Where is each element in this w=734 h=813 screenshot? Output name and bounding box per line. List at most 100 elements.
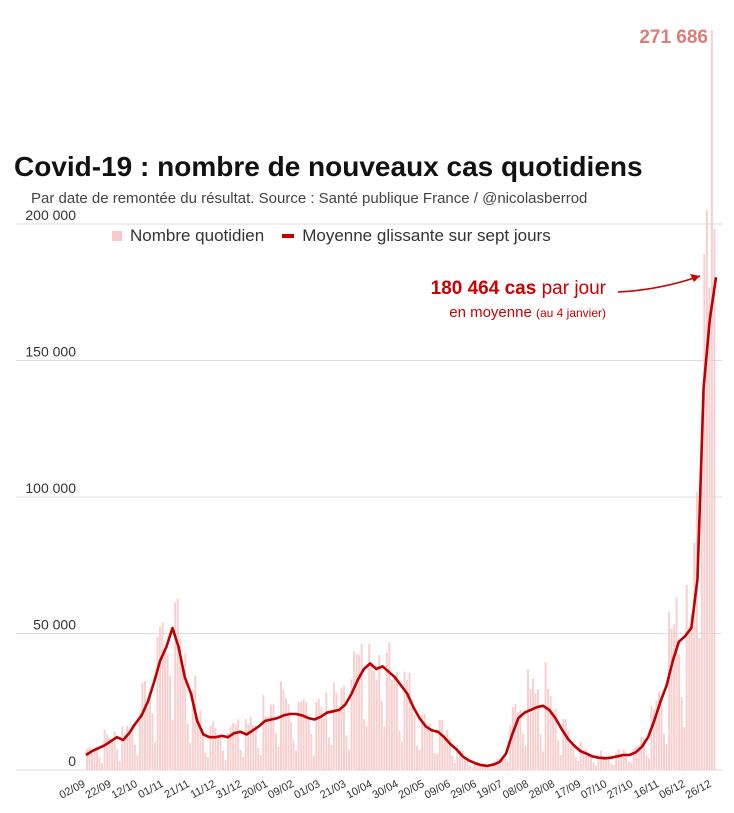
- daily-bar: [690, 613, 693, 770]
- daily-bar: [123, 734, 126, 770]
- daily-bar: [126, 725, 129, 770]
- daily-bar: [269, 704, 272, 770]
- daily-bar: [161, 622, 164, 770]
- daily-bar: [312, 755, 315, 770]
- daily-bar: [398, 730, 401, 770]
- daily-bar: [436, 754, 439, 770]
- daily-bar: [290, 722, 293, 770]
- daily-bar: [441, 720, 444, 770]
- daily-bar: [327, 737, 330, 770]
- daily-bar: [332, 683, 335, 770]
- daily-bar: [602, 755, 605, 770]
- daily-bar: [234, 724, 237, 770]
- chart-subtitle: Par date de remontée du résultat. Source…: [31, 190, 588, 207]
- daily-bar: [297, 702, 300, 770]
- daily-bar: [244, 719, 247, 770]
- daily-bar: [547, 688, 550, 770]
- daily-bar: [171, 719, 174, 770]
- daily-bar: [227, 733, 230, 770]
- x-tick-label: 09/02: [266, 778, 296, 802]
- daily-bar: [300, 701, 303, 770]
- daily-bar: [355, 654, 358, 770]
- daily-bar: [370, 662, 373, 770]
- daily-bar: [653, 709, 655, 770]
- daily-bar: [252, 725, 255, 770]
- daily-bar: [544, 662, 547, 770]
- daily-bar: [665, 743, 668, 770]
- daily-bar: [403, 671, 406, 770]
- daily-bar: [590, 756, 592, 770]
- daily-bar: [673, 624, 676, 770]
- x-tick-label: 28/08: [527, 778, 557, 802]
- daily-bar: [179, 638, 182, 770]
- daily-bar: [645, 755, 648, 770]
- daily-bar: [474, 762, 476, 770]
- daily-bar: [320, 707, 323, 770]
- daily-bar: [605, 759, 608, 770]
- x-tick-label: 08/08: [501, 778, 531, 802]
- daily-bar: [678, 653, 681, 770]
- x-tick-label: 30/04: [370, 778, 400, 802]
- daily-bar: [212, 721, 214, 770]
- daily-bar: [554, 708, 557, 770]
- daily-bar: [365, 725, 368, 770]
- daily-bar: [151, 713, 154, 770]
- daily-bar: [584, 748, 587, 770]
- daily-bar: [537, 689, 539, 770]
- daily-bar: [655, 700, 658, 770]
- daily-bar: [479, 764, 482, 770]
- daily-bar: [395, 671, 398, 770]
- chart-title: Covid-19 : nombre de nouveaux cas quotid…: [14, 151, 643, 182]
- daily-bar: [617, 749, 620, 770]
- daily-bar: [610, 763, 613, 770]
- daily-bar: [401, 741, 403, 770]
- daily-bar: [514, 704, 517, 770]
- daily-bar: [438, 719, 441, 770]
- daily-bar: [131, 724, 134, 770]
- daily-bar: [685, 584, 688, 770]
- daily-bar: [222, 750, 224, 770]
- daily-bar: [506, 760, 509, 770]
- daily-bar: [703, 253, 706, 770]
- daily-bar: [280, 681, 282, 770]
- daily-bar: [272, 704, 275, 770]
- x-tick-label: 12/10: [110, 778, 140, 802]
- daily-bar: [191, 689, 194, 770]
- daily-bar: [118, 760, 121, 770]
- daily-bar: [499, 757, 502, 770]
- daily-bar: [194, 675, 197, 770]
- x-tick-label: 10/04: [344, 778, 374, 802]
- daily-bar: [237, 719, 240, 770]
- latest-average-annotation: 180 464 cas par jour en moyenne (au 4 ja…: [431, 278, 606, 321]
- daily-bar: [181, 667, 184, 770]
- daily-bar: [106, 734, 109, 770]
- daily-bar: [708, 287, 711, 770]
- daily-bar: [315, 702, 318, 770]
- daily-bar: [542, 751, 545, 770]
- y-tick-label: 150 000: [25, 344, 76, 360]
- daily-bar: [186, 723, 189, 770]
- annotation-value: 180 464 cas: [430, 278, 537, 299]
- daily-bar: [574, 757, 577, 770]
- daily-bar: [406, 679, 408, 770]
- daily-bar: [458, 753, 461, 770]
- daily-bar: [615, 753, 618, 770]
- daily-bar: [184, 653, 187, 770]
- daily-bar: [388, 642, 391, 770]
- daily-bar: [264, 716, 267, 770]
- daily-bar: [491, 762, 494, 770]
- daily-bar: [143, 680, 146, 770]
- legend-bar-swatch: [112, 231, 122, 241]
- legend-line-swatch: [282, 234, 295, 238]
- daily-bar: [373, 670, 376, 770]
- daily-bar: [456, 744, 459, 770]
- daily-bar: [642, 737, 645, 770]
- moving-average-line: [85, 277, 718, 768]
- daily-bar: [128, 734, 131, 770]
- daily-bar: [453, 762, 456, 770]
- daily-bar: [146, 707, 149, 770]
- daily-bar: [338, 710, 340, 770]
- daily-bar: [567, 730, 570, 770]
- legend-line-label: Moyenne glissante sur sept jours: [302, 226, 551, 245]
- daily-bar: [91, 751, 93, 770]
